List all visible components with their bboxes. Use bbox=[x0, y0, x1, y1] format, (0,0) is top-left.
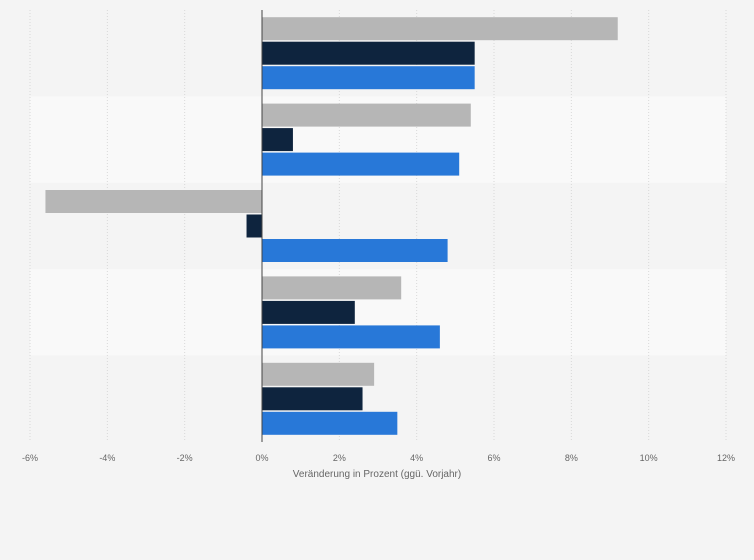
x-tick-label: 6% bbox=[487, 453, 500, 463]
x-tick-label: 8% bbox=[565, 453, 578, 463]
bar bbox=[262, 103, 471, 127]
bar bbox=[262, 239, 448, 262]
bar bbox=[262, 41, 475, 65]
x-tick-label: 12% bbox=[717, 453, 735, 463]
bars bbox=[45, 17, 618, 435]
x-tick-label: 2% bbox=[333, 453, 346, 463]
bar bbox=[246, 214, 262, 238]
x-tick-label: -2% bbox=[177, 453, 193, 463]
x-tick-label: -6% bbox=[22, 453, 38, 463]
bar bbox=[262, 128, 293, 152]
x-tick-label: 10% bbox=[640, 453, 658, 463]
bar bbox=[262, 276, 402, 300]
x-tick-label: 4% bbox=[410, 453, 423, 463]
bar bbox=[262, 387, 363, 411]
bar bbox=[262, 411, 398, 435]
x-tick-label: -4% bbox=[99, 453, 115, 463]
bar bbox=[262, 66, 475, 90]
x-tick-labels: -6% -4% -2% 0% 2% 4% 6% 8% 10% 12% bbox=[22, 453, 735, 463]
bar bbox=[262, 17, 618, 41]
bar bbox=[262, 325, 440, 349]
bar bbox=[45, 190, 262, 213]
x-tick-label: 0% bbox=[255, 453, 268, 463]
x-axis-title: Veränderung in Prozent (ggü. Vorjahr) bbox=[293, 469, 461, 480]
bar bbox=[262, 152, 460, 176]
bar bbox=[262, 362, 375, 386]
bar bbox=[262, 300, 355, 324]
